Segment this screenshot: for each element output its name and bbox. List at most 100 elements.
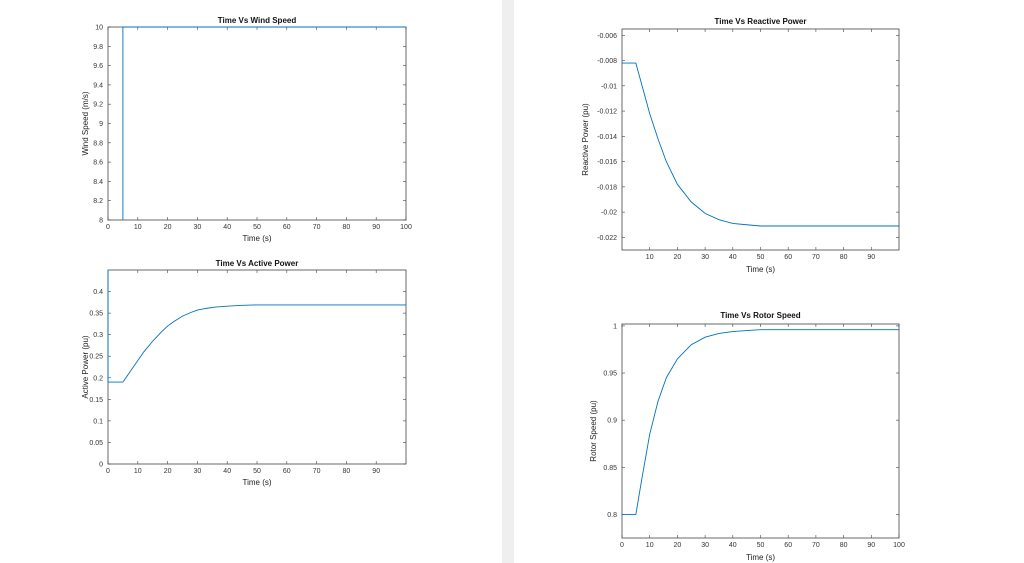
rotor-x-tick-label: 0 — [620, 542, 624, 549]
rotor-y-tick-label: 0.9 — [607, 418, 617, 425]
reactive-x-tick-label: 20 — [674, 254, 682, 261]
wind-x-tick-label: 10 — [134, 224, 142, 231]
rotor-x-tick-label: 30 — [701, 542, 709, 549]
rotor-series-line — [622, 329, 899, 515]
active-x-tick-label: 50 — [253, 468, 261, 475]
rotor-x-tick-label: 40 — [729, 542, 737, 549]
rotor-x-tick-label: 10 — [646, 542, 654, 549]
reactive-y-axis-label: Reactive Power (pu) — [581, 103, 590, 176]
reactive-x-tick-label: 70 — [812, 254, 820, 261]
rotor-x-tick-label: 50 — [757, 542, 765, 549]
active-x-tick-label: 30 — [194, 468, 202, 475]
reactive-y-tick-label: -0.014 — [597, 134, 617, 141]
reactive-plot-area — [621, 28, 900, 251]
reactive-x-axis-label: Time (s) — [746, 265, 775, 274]
active-x-tick-label: 20 — [164, 468, 172, 475]
wind-y-axis-label: Wind Speed (m/s) — [81, 91, 90, 155]
wind-x-tick-label: 70 — [313, 224, 321, 231]
active-x-tick-label: 60 — [283, 468, 291, 475]
active-y-tick-label: 0.1 — [93, 418, 103, 425]
wind-x-tick-label: 80 — [343, 224, 351, 231]
wind-x-tick-label: 50 — [253, 224, 261, 231]
rotor-y-axis-label: Rotor Speed (pu) — [589, 400, 598, 462]
wind-series-line — [122, 26, 406, 220]
active-x-tick-label: 80 — [343, 468, 351, 475]
wind-x-tick-label: 0 — [106, 224, 110, 231]
rotor-x-tick-label: 80 — [840, 542, 848, 549]
active-y-tick-label: 0.2 — [93, 375, 103, 382]
reactive-series-line — [622, 62, 899, 227]
reactive-y-tick-label: -0.012 — [597, 109, 617, 116]
active-y-tick-label: 0.05 — [89, 440, 103, 447]
wind-chart-title: Time Vs Wind Speed — [218, 16, 297, 25]
wind-x-axis-label: Time (s) — [242, 234, 271, 243]
wind-y-tick-label: 8.2 — [93, 198, 103, 205]
wind-x-tick-label: 20 — [164, 224, 172, 231]
wind-y-tick-label: 8 — [99, 218, 103, 225]
active-y-tick-label: 0.3 — [93, 332, 103, 339]
reactive-y-tick-label: -0.008 — [597, 58, 617, 65]
rotor-plot-area — [621, 323, 900, 539]
active-y-tick-label: 0.35 — [89, 311, 103, 318]
reactive-x-tick-label: 40 — [729, 254, 737, 261]
reactive-y-tick-label: -0.01 — [601, 83, 617, 90]
panel-divider — [502, 0, 514, 563]
active-y-tick-label: 0.15 — [89, 397, 103, 404]
wind-y-tick-label: 9 — [99, 121, 103, 128]
wind-y-tick-label: 9.4 — [93, 82, 103, 89]
wind-x-tick-label: 30 — [194, 224, 202, 231]
active-x-tick-label: 0 — [106, 468, 110, 475]
rotor-y-tick-label: 0.85 — [603, 465, 617, 472]
rotor-x-tick-label: 60 — [784, 542, 792, 549]
wind-y-tick-label: 9.2 — [93, 102, 103, 109]
active-series-line — [107, 270, 406, 383]
wind-y-tick-label: 9.8 — [93, 44, 103, 51]
rotor-x-tick-label: 100 — [893, 542, 905, 549]
wind-x-tick-label: 100 — [400, 224, 412, 231]
reactive-x-tick-label: 60 — [784, 254, 792, 261]
reactive-y-tick-label: -0.016 — [597, 159, 617, 166]
reactive-y-tick-label: -0.018 — [597, 184, 617, 191]
wind-y-tick-label: 8.8 — [93, 140, 103, 147]
wind-plot-area — [107, 26, 407, 221]
wind-chart: 0 10 20 30 40 50 60 70 80 90 100 8 8.2 8.4 8.6 8.8 9 9.2 9… — [81, 16, 412, 243]
wind-y-tick-label: 8.6 — [93, 160, 103, 167]
active-plot-area — [107, 269, 407, 465]
rotor-y-tick-label: 0.8 — [607, 512, 617, 519]
reactive-x-tick-label: 50 — [757, 254, 765, 261]
reactive-y-tick-label: -0.006 — [597, 33, 617, 40]
wind-x-tick-label: 40 — [223, 224, 231, 231]
rotor-x-tick-label: 70 — [812, 542, 820, 549]
active-y-axis-label: Active Power (pu) — [81, 335, 90, 398]
active-x-tick-label: 10 — [134, 468, 142, 475]
active-chart-title: Time Vs Active Power — [216, 259, 299, 268]
rotor-chart-title: Time Vs Rotor Speed — [720, 311, 800, 320]
active-x-tick-label: 90 — [372, 468, 380, 475]
active-y-tick-label: 0 — [99, 462, 103, 469]
wind-y-tick-label: 10 — [95, 25, 103, 32]
wind-y-tick-label: 9.6 — [93, 63, 103, 70]
reactive-x-tick-label: 10 — [646, 254, 654, 261]
reactive-x-tick-label: 80 — [840, 254, 848, 261]
active-y-tick-label: 0.4 — [93, 289, 103, 296]
active-x-tick-label: 40 — [223, 468, 231, 475]
wind-y-tick-label: 8.4 — [93, 179, 103, 186]
active-x-tick-label: 70 — [313, 468, 321, 475]
reactive-chart-title: Time Vs Reactive Power — [715, 17, 807, 26]
reactive-y-tick-label: -0.022 — [597, 235, 617, 242]
reactive-x-tick-label: 90 — [867, 254, 875, 261]
wind-x-tick-label: 90 — [372, 224, 380, 231]
reactive-chart: 10 20 30 40 50 60 70 80 90 -0.006 -0.008 -0.01 -0.01… — [581, 17, 900, 274]
wind-x-tick-label: 60 — [283, 224, 291, 231]
rotor-x-axis-label: Time (s) — [746, 553, 775, 562]
rotor-chart: 0 10 20 30 40 50 60 70 80 90 100 0.8 0.85 0.9 0.95 1 Tim… — [589, 311, 905, 562]
active-x-axis-label: Time (s) — [242, 478, 271, 487]
rotor-x-tick-label: 20 — [674, 542, 682, 549]
reactive-x-tick-label: 30 — [701, 254, 709, 261]
reactive-y-tick-label: -0.02 — [601, 210, 617, 217]
rotor-y-tick-label: 0.95 — [603, 371, 617, 378]
active-chart: 0 10 20 30 40 50 60 70 80 90 0 0.05 0.1 0.15 0.2 0.25 0.… — [81, 259, 407, 487]
rotor-y-tick-label: 1 — [613, 323, 617, 330]
rotor-x-tick-label: 90 — [867, 542, 875, 549]
